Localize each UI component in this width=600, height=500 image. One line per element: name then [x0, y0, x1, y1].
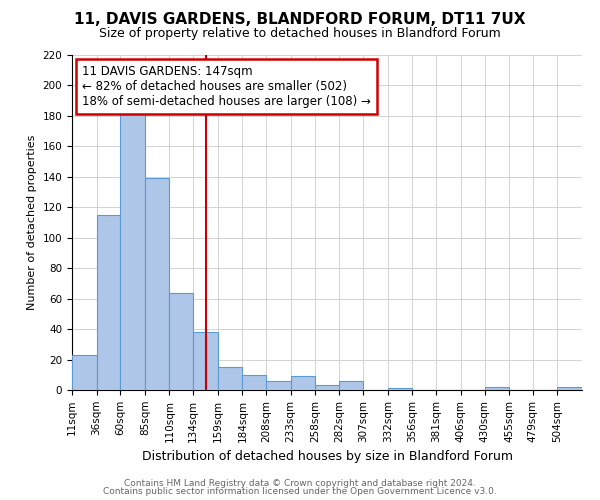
Bar: [120, 110, 145, 390]
Bar: [485, 387, 509, 390]
Bar: [339, 381, 364, 390]
Bar: [290, 376, 315, 390]
Bar: [72, 355, 97, 390]
Text: Contains public sector information licensed under the Open Government Licence v3: Contains public sector information licen…: [103, 487, 497, 496]
Bar: [266, 381, 290, 390]
X-axis label: Distribution of detached houses by size in Blandford Forum: Distribution of detached houses by size …: [142, 450, 512, 463]
Bar: [388, 388, 412, 390]
Text: 11 DAVIS GARDENS: 147sqm
← 82% of detached houses are smaller (502)
18% of semi-: 11 DAVIS GARDENS: 147sqm ← 82% of detach…: [82, 65, 371, 108]
Text: Size of property relative to detached houses in Blandford Forum: Size of property relative to detached ho…: [99, 28, 501, 40]
Text: Contains HM Land Registry data © Crown copyright and database right 2024.: Contains HM Land Registry data © Crown c…: [124, 478, 476, 488]
Text: 11, DAVIS GARDENS, BLANDFORD FORUM, DT11 7UX: 11, DAVIS GARDENS, BLANDFORD FORUM, DT11…: [74, 12, 526, 28]
Bar: [145, 178, 169, 390]
Bar: [193, 332, 218, 390]
Bar: [169, 292, 193, 390]
Bar: [218, 367, 242, 390]
Bar: [97, 215, 120, 390]
Bar: [315, 386, 339, 390]
Y-axis label: Number of detached properties: Number of detached properties: [27, 135, 37, 310]
Bar: [242, 375, 266, 390]
Bar: [557, 387, 582, 390]
